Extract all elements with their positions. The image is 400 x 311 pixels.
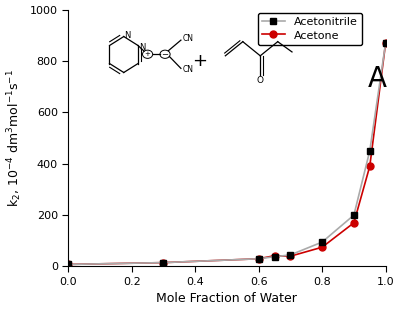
Legend: Acetonitrile, Acetone: Acetonitrile, Acetone bbox=[258, 12, 362, 45]
Acetonitrile bbox=[288, 253, 293, 257]
Acetonitrile bbox=[383, 41, 388, 45]
Text: CN: CN bbox=[182, 65, 193, 74]
Acetonitrile bbox=[66, 262, 71, 266]
Line: Acetone: Acetone bbox=[65, 39, 389, 268]
Acetonitrile bbox=[161, 261, 166, 264]
Acetone bbox=[272, 254, 277, 258]
Acetonitrile bbox=[272, 255, 277, 258]
Acetonitrile bbox=[320, 240, 324, 244]
Acetone bbox=[352, 221, 356, 225]
Text: N: N bbox=[139, 43, 145, 52]
Text: N: N bbox=[124, 31, 131, 40]
Text: A: A bbox=[368, 65, 387, 93]
Acetone bbox=[288, 254, 293, 258]
Acetone bbox=[161, 261, 166, 264]
Acetonitrile bbox=[256, 257, 261, 261]
Acetone bbox=[66, 262, 71, 266]
Acetone bbox=[256, 257, 261, 261]
Text: CN: CN bbox=[182, 34, 193, 43]
Acetone bbox=[367, 165, 372, 168]
Text: +: + bbox=[192, 52, 208, 70]
Text: O: O bbox=[257, 76, 264, 85]
Acetone bbox=[320, 245, 324, 249]
Line: Acetonitrile: Acetonitrile bbox=[65, 39, 389, 268]
Text: +: + bbox=[145, 51, 150, 57]
Y-axis label: k$_2$, 10$^{-4}$ dm$^3$mol$^{-1}$s$^{-1}$: k$_2$, 10$^{-4}$ dm$^3$mol$^{-1}$s$^{-1}… bbox=[6, 69, 24, 207]
Text: −: − bbox=[162, 50, 168, 59]
X-axis label: Mole Fraction of Water: Mole Fraction of Water bbox=[156, 292, 297, 305]
Acetone bbox=[383, 41, 388, 45]
Acetonitrile bbox=[352, 213, 356, 217]
Acetonitrile bbox=[367, 149, 372, 153]
